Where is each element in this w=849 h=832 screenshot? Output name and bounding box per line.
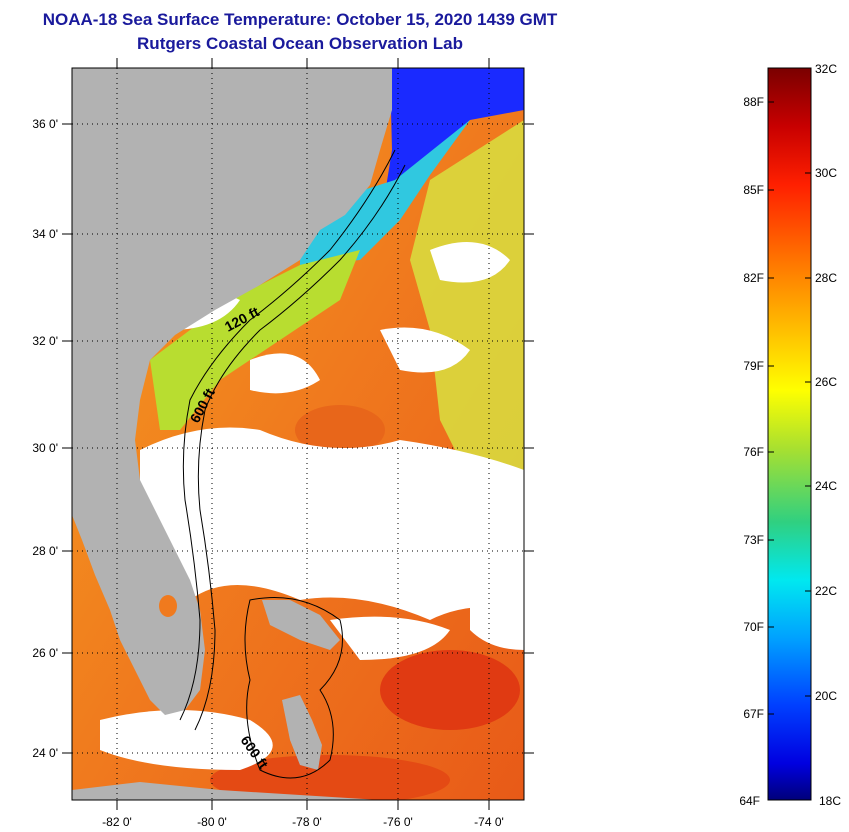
colorbar-label-70f: 70F: [743, 620, 764, 634]
colorbar-celsius-ticks: [768, 101, 811, 715]
lon-label-80: -80 0': [197, 815, 227, 829]
lat-label-24: 24 0': [32, 746, 58, 760]
lake-okeechobee: [159, 595, 177, 617]
offshore-cool-water: [410, 120, 524, 520]
land-bahamas-north: [262, 600, 340, 650]
colorbar-label-32c: 32C: [815, 62, 837, 76]
shelf-cool-water: [150, 250, 360, 430]
colorbar-label-18c: 18C: [819, 794, 841, 808]
isobath-bahamas: [244, 597, 343, 779]
map-frame: [71, 67, 525, 801]
lon-label-74: -74 0': [474, 815, 504, 829]
cool-water-band: [300, 120, 470, 265]
cold-water-region: [380, 68, 524, 225]
lon-label-82: -82 0': [102, 815, 132, 829]
colorbar-label-67f: 67F: [743, 707, 764, 721]
latitude-labels: 36 0' 34 0' 32 0' 30 0' 28 0' 26 0' 24 0…: [32, 117, 58, 760]
map-subtitle: Rutgers Coastal Ocean Observation Lab: [137, 34, 463, 53]
lat-label-36: 36 0': [32, 117, 58, 131]
colorbar-label-28c: 28C: [815, 271, 837, 285]
colorbar-scale: [767, 67, 812, 801]
land-us-coast: [72, 68, 392, 715]
isobath-600ft: [194, 164, 406, 731]
land-bahamas: [282, 695, 322, 770]
colorbar-label-30c: 30C: [815, 166, 837, 180]
hot-patch-south: [380, 650, 520, 730]
cloud-cover: [100, 242, 524, 770]
isobath-120ft: [179, 149, 396, 721]
lat-label-34: 34 0': [32, 227, 58, 241]
colorbar-label-73f: 73F: [743, 533, 764, 547]
colorbar-label-20c: 20C: [815, 689, 837, 703]
colorbar-label-82f: 82F: [743, 271, 764, 285]
lat-label-26: 26 0': [32, 646, 58, 660]
land-cuba: [72, 782, 380, 800]
colorbar-label-85f: 85F: [743, 183, 764, 197]
colorbar-label-76f: 76F: [743, 445, 764, 459]
colorbar-label-64f: 64F: [739, 794, 760, 808]
colorbar-label-79f: 79F: [743, 359, 764, 373]
lat-label-32: 32 0': [32, 334, 58, 348]
longitude-labels: -82 0' -80 0' -78 0' -76 0' -74 0': [102, 815, 504, 829]
map-gridlines: [72, 68, 524, 800]
colorbar-label-26c: 26C: [815, 375, 837, 389]
map-panel: [72, 68, 524, 800]
map-title: NOAA-18 Sea Surface Temperature: October…: [42, 10, 558, 29]
colorbar-label-22c: 22C: [815, 584, 837, 598]
lon-label-76: -76 0': [383, 815, 413, 829]
lat-label-28: 28 0': [32, 544, 58, 558]
hot-patch-central: [295, 405, 385, 455]
lat-label-30: 30 0': [32, 441, 58, 455]
colorbar-label-24c: 24C: [815, 479, 837, 493]
colorbar: 32C 30C 28C 26C 24C 22C 20C 18C 88F 85F …: [739, 62, 841, 808]
hot-patch-bottom: [210, 755, 450, 800]
map-tick-marks: [62, 58, 534, 810]
colorbar-label-88f: 88F: [743, 95, 764, 109]
lon-label-78: -78 0': [292, 815, 322, 829]
